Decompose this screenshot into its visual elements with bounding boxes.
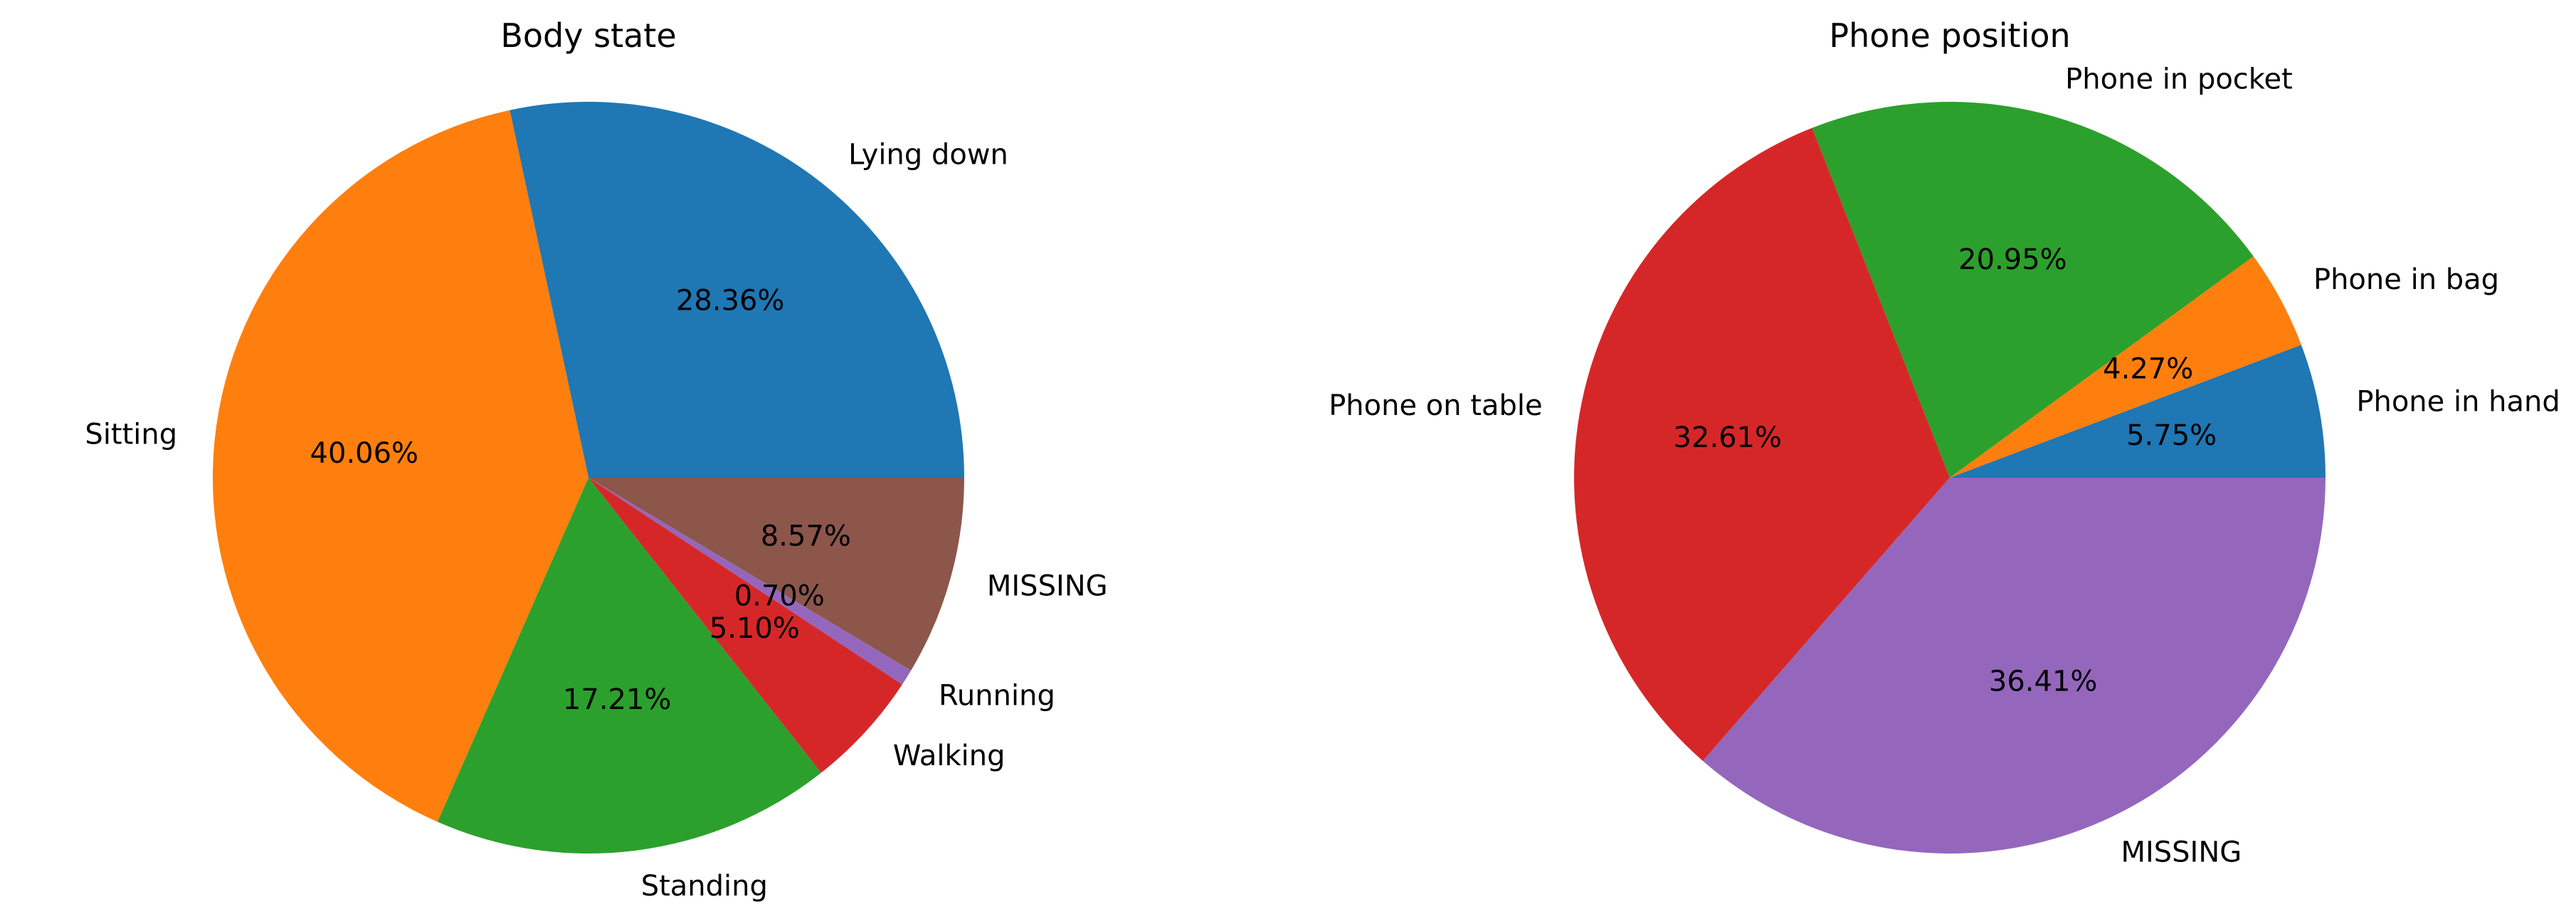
slice-label-sitting: Sitting <box>85 418 177 451</box>
slice-label-phone-on-table: Phone on table <box>1329 389 1542 422</box>
phone-position-pie-svg: Phone position Phone in hand 5.75% Phone i… <box>1329 16 2560 869</box>
slice-percent-phone-in-bag: 4.27% <box>2103 352 2193 385</box>
pie-slice-running <box>588 478 912 685</box>
phone-position-chart: Phone position Phone in hand 5.75% Phone i… <box>1288 0 2576 921</box>
chart-title: Body state <box>500 16 676 55</box>
pie-slice-phone-in-pocket <box>1812 101 2254 478</box>
pie-slice-standing <box>437 478 822 854</box>
slice-percent-running: 0.70% <box>734 579 825 612</box>
slice-label-phone-in-bag: Phone in bag <box>2313 263 2499 296</box>
slice-label-phone-in-hand: Phone in hand <box>2356 386 2560 419</box>
body-state-chart: Body state Lying down 28.36% Sitting 40.06%… <box>0 0 1288 921</box>
slice-percent-lying-down: 28.36% <box>676 285 785 317</box>
slice-percent-standing: 17.21% <box>563 683 672 716</box>
slice-percent-phone-on-table: 32.61% <box>1674 421 1783 454</box>
pie-slice-missing <box>1702 478 2326 854</box>
pie-slice-lying-down <box>510 102 964 478</box>
slice-percent-phone-in-pocket: 20.95% <box>1958 243 2067 276</box>
chart-title: Phone position <box>1829 16 2070 55</box>
pie-slice-phone-in-hand <box>1950 345 2326 478</box>
pie-slice-sitting <box>213 110 588 822</box>
pie-slice-missing <box>588 478 964 671</box>
pie-slice-walking <box>588 478 902 773</box>
slice-label-missing: MISSING <box>2121 836 2242 869</box>
slice-label-missing: MISSING <box>987 569 1108 602</box>
slice-percent-missing: 8.57% <box>761 520 851 552</box>
pie-slice-phone-on-table <box>1574 127 1950 761</box>
slice-label-lying-down: Lying down <box>848 138 1008 171</box>
slice-percent-walking: 5.10% <box>709 612 800 645</box>
pie-slice-phone-in-bag <box>1950 256 2301 478</box>
slice-percent-missing: 36.41% <box>1989 665 2098 698</box>
slice-label-walking: Walking <box>893 740 1005 772</box>
slice-label-running: Running <box>939 680 1055 713</box>
slice-label-standing: Standing <box>641 870 768 903</box>
slice-label-phone-in-pocket: Phone in pocket <box>2065 63 2293 95</box>
body-state-pie-svg: Body state Lying down 28.36% Sitting 40.06%… <box>85 16 1108 903</box>
slice-percent-sitting: 40.06% <box>310 437 419 470</box>
slice-percent-phone-in-hand: 5.75% <box>2126 419 2217 452</box>
